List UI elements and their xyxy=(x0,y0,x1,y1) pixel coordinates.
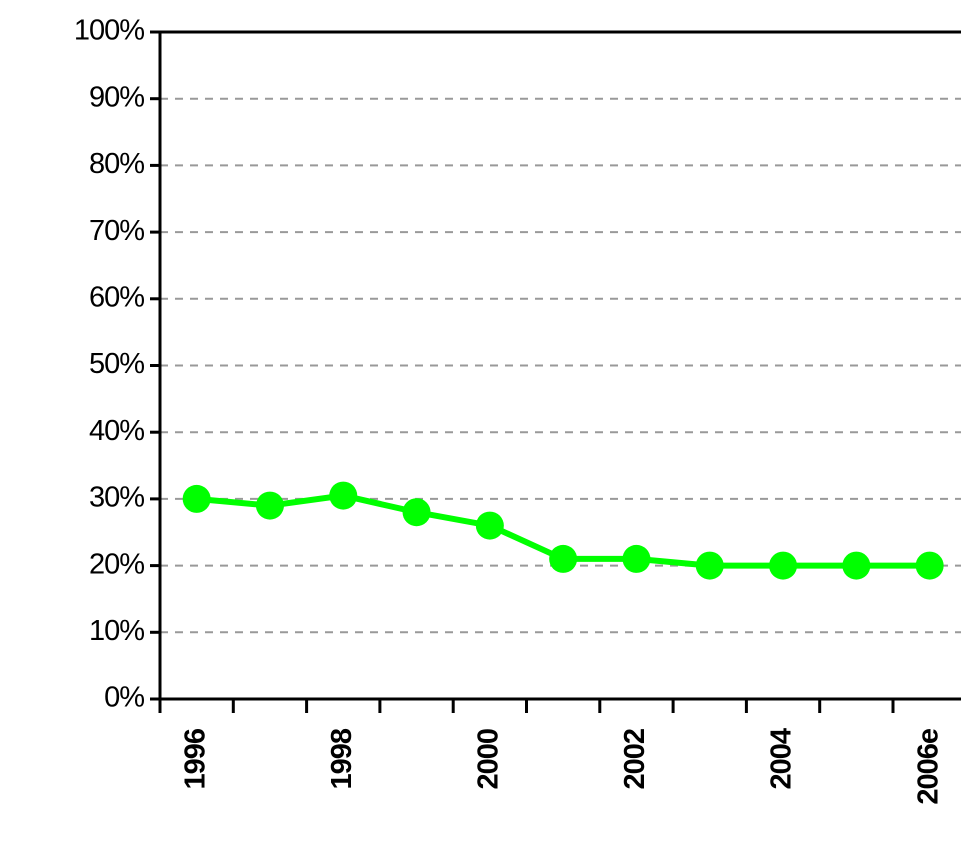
marker xyxy=(329,481,358,510)
marker xyxy=(549,544,578,573)
y-tick-label: 90% xyxy=(89,81,144,113)
marker xyxy=(475,511,504,540)
x-tick-label: 2000 xyxy=(473,729,505,790)
marker xyxy=(182,484,211,513)
marker xyxy=(769,551,798,580)
marker xyxy=(695,551,724,580)
marker xyxy=(915,551,944,580)
y-tick-label: 70% xyxy=(89,215,144,247)
x-tick-label: 1996 xyxy=(179,728,211,789)
y-tick-label: 0% xyxy=(104,682,144,714)
marker xyxy=(402,498,431,527)
y-tick-label: 100% xyxy=(74,15,144,47)
y-tick-label: 40% xyxy=(89,415,144,447)
y-tick-label: 50% xyxy=(89,348,144,380)
y-tick-label: 10% xyxy=(89,615,144,647)
y-tick-label: 80% xyxy=(89,148,144,180)
marker xyxy=(622,544,651,573)
y-tick-label: 20% xyxy=(89,548,144,580)
marker xyxy=(255,491,284,520)
x-tick-label: 1998 xyxy=(326,728,358,789)
y-tick-label: 60% xyxy=(89,281,144,313)
y-tick-label: 30% xyxy=(89,482,144,514)
x-tick-label: 2004 xyxy=(766,728,798,789)
marker xyxy=(842,551,871,580)
x-tick-label: 2006e xyxy=(912,728,944,805)
x-tick-label: 2002 xyxy=(619,729,651,790)
